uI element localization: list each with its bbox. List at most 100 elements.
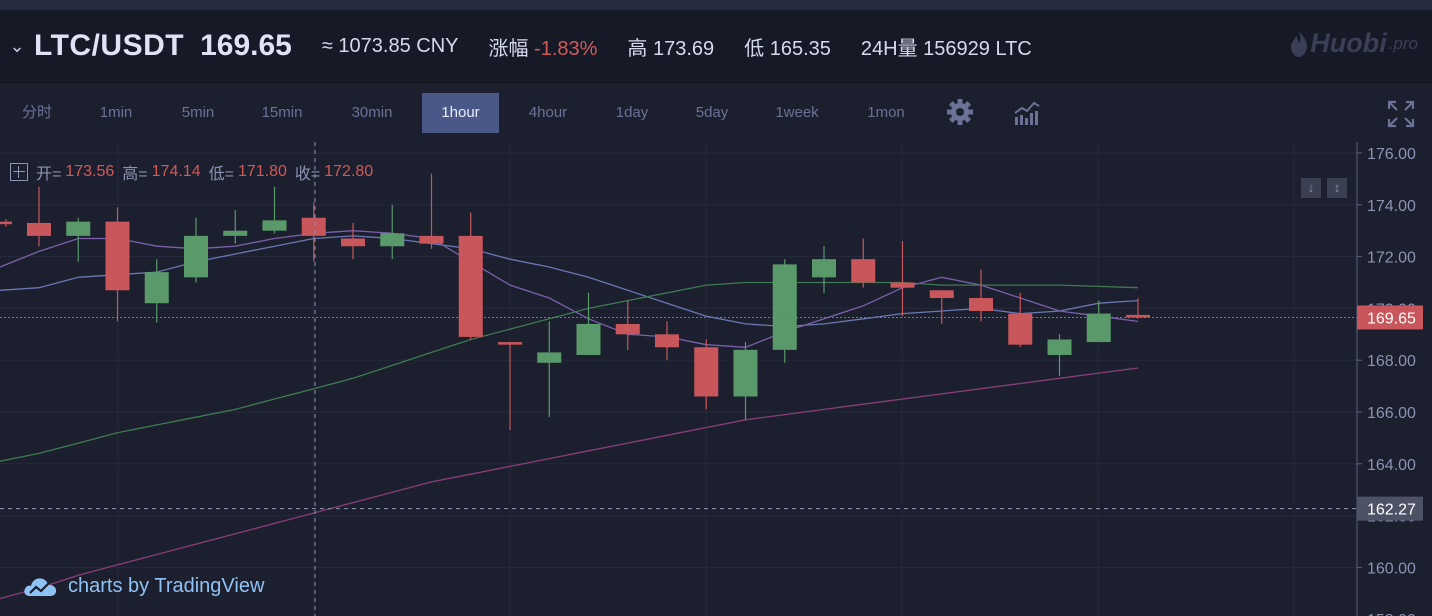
candle-body (27, 222, 51, 236)
tradingview-branding[interactable]: charts by TradingView (22, 574, 264, 598)
crosshair-price-badge-label: 162.27 (1367, 502, 1416, 519)
candle-body (1047, 339, 1072, 356)
change-stat: 涨幅 -1.83% (488, 32, 597, 61)
axis-background (1357, 142, 1432, 616)
interval-1week[interactable]: 1week (775, 104, 819, 121)
candle-body (458, 235, 483, 337)
moving-average-lines (0, 230, 1139, 600)
axis-tick-label: 166.00 (1367, 405, 1416, 422)
axis-tick-label: 176.00 (1367, 146, 1416, 163)
candle-body (419, 235, 444, 244)
candle-body (576, 323, 601, 356)
axis-tick-label: 168.00 (1367, 353, 1416, 370)
low-value: 165.35 (769, 37, 831, 60)
pair-name[interactable]: LTC/USDT (34, 29, 185, 62)
candle-body (812, 259, 836, 278)
high-label: 高 (627, 37, 648, 60)
candle-body (969, 298, 993, 311)
chevron-down-icon[interactable]: ⌄ (9, 35, 25, 56)
axis-tick-label: 174.00 (1367, 198, 1416, 215)
low-stat: 低 165.35 (744, 32, 831, 61)
high-label: 高= (122, 166, 148, 183)
high-value: 174.14 (151, 163, 201, 180)
fullscreen-icon[interactable] (1386, 99, 1416, 129)
interval-1mon[interactable]: 1mon (867, 104, 905, 121)
candle-body (1086, 313, 1111, 343)
last-price-badge-label: 169.65 (1367, 310, 1416, 327)
axis-tick-label: 164.00 (1367, 457, 1416, 474)
candle-body (301, 217, 326, 236)
volume-label: 24H量 (860, 37, 918, 60)
candle-body (537, 352, 562, 363)
interval-30min[interactable]: 30min (351, 104, 393, 121)
candle-body (0, 221, 12, 225)
close-label: 收= (294, 166, 321, 183)
open-value: 173.56 (65, 163, 115, 180)
candle-body (144, 272, 169, 304)
candle-body (929, 290, 954, 299)
axis-tick-label: 158.00 (1367, 612, 1416, 616)
huobi-logo: Huobi .pro (1288, 28, 1418, 59)
low-value: 171.80 (237, 163, 287, 180)
indicators-icon[interactable] (1012, 97, 1042, 127)
candle-body (1008, 313, 1033, 345)
price-axis: 176.00174.00172.00170.00168.00166.00164.… (1356, 142, 1432, 616)
ohlc-legend: 开= 173.56 高= 174.14 低= 171.80 收= 172.80 (10, 160, 381, 184)
ma-purple-line (0, 230, 1139, 348)
scroll-down-icon[interactable]: ↓ (1301, 178, 1321, 198)
chart-overlays (0, 142, 1432, 616)
expand-icon[interactable] (10, 163, 28, 181)
interval-1day[interactable]: 1day (615, 104, 649, 121)
candles (0, 173, 1150, 431)
interval-15min[interactable]: 15min (261, 104, 303, 121)
top-strip (0, 0, 1432, 10)
logo-suffix: .pro (1388, 33, 1418, 53)
interval-1hour[interactable]: 1hour (422, 93, 499, 133)
low-label: 低= (208, 166, 234, 183)
crosshair-price-badge (1357, 496, 1423, 521)
interval-5day[interactable]: 5day (695, 104, 729, 121)
high-stat: 高 173.69 (627, 32, 714, 61)
candle-body (772, 264, 797, 350)
header-bar: ⌄ LTC/USDT 169.65 ≈ 1073.85 CNY 涨幅 -1.83… (0, 10, 1432, 82)
axis-tick-label: 172.00 (1367, 250, 1416, 267)
candle-body (341, 238, 365, 247)
candle-body (615, 323, 640, 335)
axis-tick-label: 160.00 (1367, 560, 1416, 577)
flame-icon (1291, 30, 1308, 57)
change-label: 涨幅 (488, 37, 529, 60)
candle-body (223, 230, 248, 236)
candle-body (105, 221, 130, 291)
candle-body (1126, 314, 1150, 318)
candle-body (184, 235, 208, 278)
open-label: 开= (36, 166, 62, 183)
interval-5min[interactable]: 5min (181, 104, 215, 121)
ma-magenta-line (0, 367, 1139, 600)
candle-body (655, 334, 679, 348)
interval-1min[interactable]: 1min (99, 104, 133, 121)
candle-body (890, 282, 915, 288)
cloud-icon (24, 578, 57, 596)
interval-4hour[interactable]: 4hour (528, 104, 568, 121)
volume-stat: 24H量 156929 LTC (861, 32, 1032, 61)
last-price: 169.65 (200, 29, 292, 62)
candle-body (498, 342, 522, 345)
interval-toolbar: 分时 1min 5min 15min 30min 1hour 4hour 1da… (0, 82, 1432, 143)
low-label: 低 (744, 37, 765, 60)
candle-body (380, 233, 405, 247)
change-value: -1.83% (534, 37, 598, 60)
ma-green-line (0, 281, 1139, 462)
candlestick-chart[interactable]: 176.00174.00172.00170.00168.00166.00164.… (0, 142, 1432, 616)
candle-body (66, 221, 91, 236)
gear-icon[interactable] (946, 97, 974, 127)
candle-body (851, 259, 876, 283)
volume-value: 156929 LTC (923, 37, 1032, 60)
candle-body (733, 349, 758, 397)
scale-icon[interactable]: ↕ (1327, 178, 1347, 198)
interval-timeline[interactable]: 分时 (21, 104, 52, 121)
branding-text: charts by TradingView (68, 574, 265, 597)
candle-body (694, 347, 719, 397)
high-value: 173.69 (652, 37, 715, 60)
chart-grid (0, 142, 1357, 616)
candle-body (262, 220, 287, 231)
